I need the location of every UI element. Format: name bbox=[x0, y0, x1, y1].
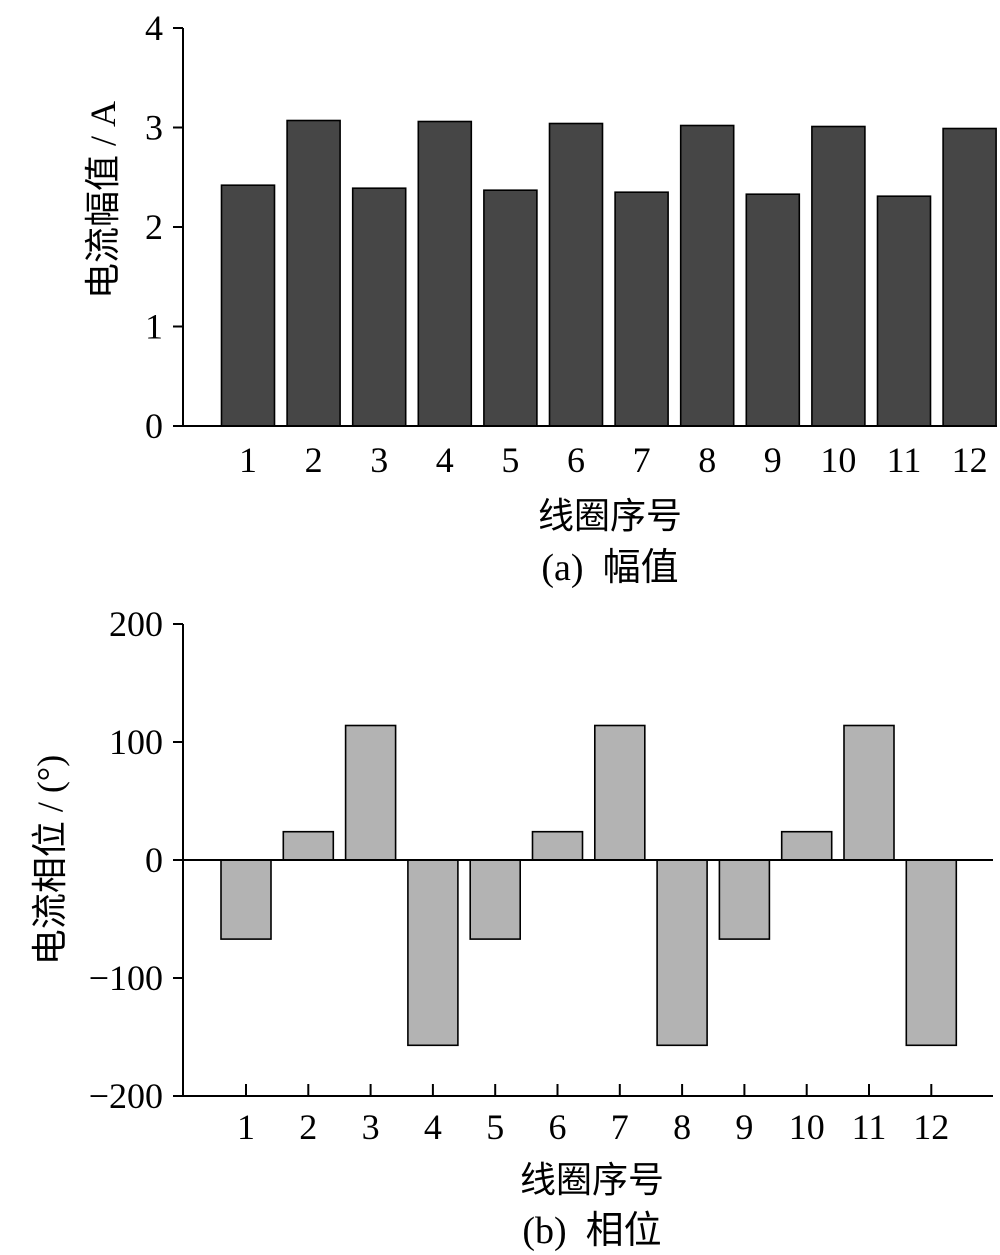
phase-bar-8 bbox=[656, 859, 708, 1047]
phase-y-tick-label: 0 bbox=[145, 840, 163, 880]
phase-x-tick-label: 8 bbox=[673, 1107, 691, 1147]
phase-y-tick-label: −200 bbox=[89, 1076, 163, 1116]
phase-x-tick-label: 12 bbox=[913, 1107, 949, 1147]
amplitude-bar-11 bbox=[876, 195, 932, 427]
phase-bar-2 bbox=[282, 830, 335, 861]
amplitude-bar-2 bbox=[286, 119, 341, 427]
amplitude-x-tick-label: 11 bbox=[887, 440, 922, 480]
amplitude-caption: (a) 幅值 bbox=[541, 547, 678, 589]
amplitude-y-tick-label: 1 bbox=[145, 307, 163, 347]
amplitude-y-tick-label: 4 bbox=[145, 8, 163, 48]
phase-y-tick-label: 100 bbox=[109, 722, 163, 762]
amplitude-y-tick-label: 2 bbox=[145, 207, 163, 247]
phase-x-tick-label: 5 bbox=[486, 1107, 504, 1147]
amplitude-bar-9 bbox=[745, 193, 801, 427]
amplitude-x-tick-label: 9 bbox=[764, 440, 782, 480]
phase-x-tick-label: 1 bbox=[237, 1107, 255, 1147]
phase-x-tick-label: 4 bbox=[424, 1107, 442, 1147]
phase-bar-11 bbox=[843, 724, 895, 861]
phase-x-tick-label: 9 bbox=[735, 1107, 753, 1147]
phase-bars bbox=[220, 724, 958, 1047]
amplitude-bar-8 bbox=[679, 124, 735, 427]
amplitude-x-axis-title: 线圈序号 bbox=[538, 496, 682, 536]
amplitude-x-tick-label: 2 bbox=[305, 440, 323, 480]
amplitude-x-tick-label: 4 bbox=[436, 440, 454, 480]
phase-x-tick-label: 3 bbox=[362, 1107, 380, 1147]
phase-bar-6 bbox=[531, 830, 584, 861]
phase-bar-1 bbox=[220, 859, 272, 940]
phase-x-tick-label: 2 bbox=[299, 1107, 317, 1147]
amplitude-y-tick-label: 3 bbox=[145, 108, 163, 148]
amplitude-bar-10 bbox=[811, 125, 866, 427]
amplitude-x-tick-label: 7 bbox=[633, 440, 651, 480]
phase-x-tick-label: 7 bbox=[611, 1107, 629, 1147]
amplitude-bar-1 bbox=[220, 184, 276, 427]
phase-y-axis-title: 电流相位 / (°) bbox=[30, 755, 70, 965]
phase-caption: (b) 相位 bbox=[522, 1210, 661, 1252]
amplitude-x-tick-label: 3 bbox=[370, 440, 388, 480]
amplitude-y-axis-title: 电流幅值 / A bbox=[83, 101, 123, 299]
phase-bar-12 bbox=[905, 859, 958, 1047]
phase-bar-9 bbox=[718, 859, 771, 940]
amplitude-bar-7 bbox=[614, 191, 669, 427]
phase-x-axis-title: 线圈序号 bbox=[520, 1160, 664, 1200]
amplitude-bar-4 bbox=[417, 120, 473, 427]
phase-axes bbox=[182, 624, 993, 1097]
amplitude-bar-12 bbox=[942, 127, 997, 427]
phase-x-tick-label: 6 bbox=[549, 1107, 567, 1147]
amplitude-x-tick-label: 5 bbox=[501, 440, 519, 480]
amplitude-y-tick-label: 0 bbox=[145, 406, 163, 446]
amplitude-bar-3 bbox=[351, 187, 407, 427]
amplitude-x-tick-label: 12 bbox=[952, 440, 988, 480]
phase-y-tick-label: −100 bbox=[89, 958, 163, 998]
phase-bar-5 bbox=[469, 859, 522, 940]
amplitude-x-tick-label: 10 bbox=[820, 440, 856, 480]
phase-x-tick-label: 10 bbox=[789, 1107, 825, 1147]
phase-x-tick-label: 11 bbox=[852, 1107, 887, 1147]
phase-bar-4 bbox=[407, 859, 459, 1047]
phase-bar-7 bbox=[593, 724, 646, 861]
amplitude-bars bbox=[220, 119, 997, 427]
amplitude-bar-5 bbox=[483, 189, 538, 427]
phase-bar-10 bbox=[780, 830, 833, 861]
phase-bar-3 bbox=[344, 724, 397, 861]
amplitude-x-tick-label: 6 bbox=[567, 440, 585, 480]
amplitude-x-tick-label: 8 bbox=[698, 440, 716, 480]
phase-y-tick-label: 200 bbox=[109, 604, 163, 644]
amplitude-bar-6 bbox=[548, 122, 604, 427]
amplitude-x-tick-label: 1 bbox=[239, 440, 257, 480]
